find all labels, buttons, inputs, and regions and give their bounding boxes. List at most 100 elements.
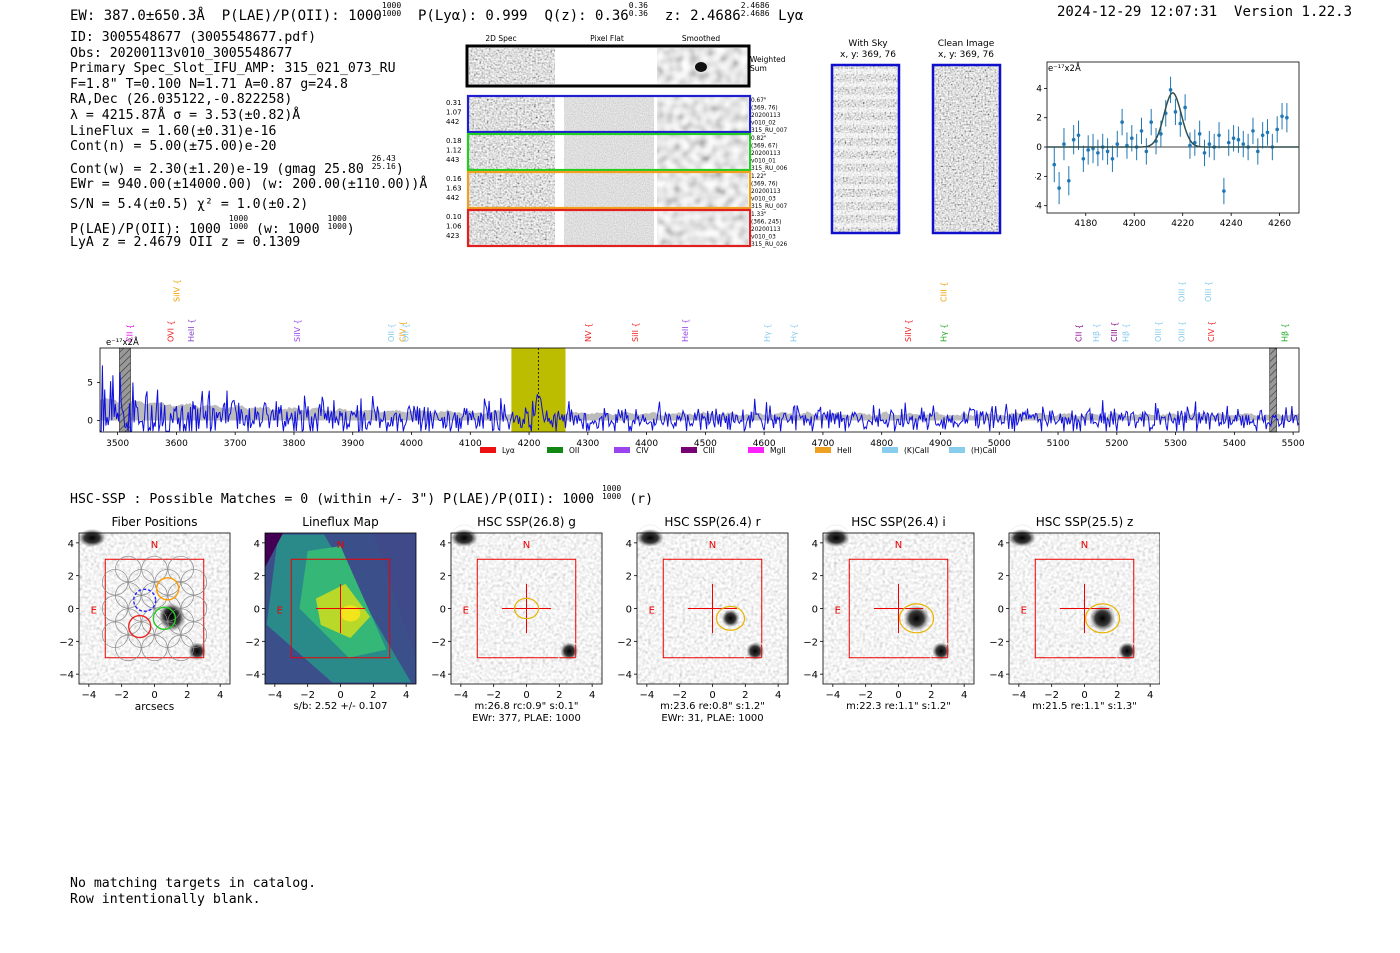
hsc-aperture xyxy=(715,605,746,631)
legend-swatch xyxy=(614,447,630,453)
row-weight: 1.63 xyxy=(446,185,462,193)
row-weight: 0.16 xyxy=(446,175,462,183)
hsc-search-box xyxy=(1034,558,1135,659)
zoom-point xyxy=(1173,110,1178,114)
hsc-target-source xyxy=(721,609,740,628)
spec-xtick-label: 4900 xyxy=(929,439,952,449)
hsc-ytick-label: 4 xyxy=(998,539,1004,550)
fiber-orange xyxy=(155,577,180,601)
spec-xtick-label: 4000 xyxy=(400,439,423,449)
hsc-neighbor-aperture xyxy=(556,639,579,663)
info-sn: S/N = 5.4(±0.5) χ² = 1.0(±0.2) xyxy=(70,196,309,212)
north-label: N xyxy=(895,540,902,551)
row-2d-image xyxy=(469,211,555,245)
row-weight: 1.06 xyxy=(446,223,462,231)
line-label: OVI { xyxy=(167,320,176,342)
qz-range: 0.36 0.36 xyxy=(628,1,648,18)
row-frame xyxy=(466,94,752,134)
row-label: (369, 67) xyxy=(751,144,778,150)
datetime: 2024-12-29 12:07:31 xyxy=(1057,4,1218,20)
spec-xtick-label: 3500 xyxy=(106,439,129,449)
line-label: SiIV { xyxy=(904,319,913,342)
hsc-xtick-label: 2 xyxy=(742,690,748,701)
version: Version 1.22.3 xyxy=(1234,4,1353,20)
spec-xtick-label: 3800 xyxy=(283,439,306,449)
hsc-neighbor-source xyxy=(560,642,579,661)
zoom-point xyxy=(1052,162,1057,167)
spec-xtick-label: 5300 xyxy=(1164,439,1187,449)
hsc-ytick-label: −4 xyxy=(803,670,818,681)
hsc-bright-source xyxy=(78,528,107,547)
legend-swatch xyxy=(547,447,563,453)
info-obs: Obs: 20200113v010_3005548677 xyxy=(70,45,293,61)
hsc-xtick-label: −2 xyxy=(486,690,501,701)
legend-swatch xyxy=(681,447,697,453)
row-frame xyxy=(466,170,752,210)
legend-label: (H)CaII xyxy=(971,446,997,455)
info-fparams: F=1.8" T=0.100 N=1.71 A=0.87 g=24.8 xyxy=(70,76,348,92)
spec-xtick-label: 4200 xyxy=(518,439,541,449)
legend-label: CIV xyxy=(636,446,649,455)
hsc-xtick-label: 0 xyxy=(1081,690,1087,701)
zoom-xtick-label: 4180 xyxy=(1074,219,1097,229)
hsc-ytick-label: 2 xyxy=(254,572,260,583)
sum-detection-blob xyxy=(695,62,707,72)
hsc-ytick-label: −2 xyxy=(431,637,446,648)
spec-axes-frame xyxy=(99,347,1300,433)
row-smoothed-image xyxy=(657,135,748,169)
hsc-panel-z: HSC SSP(25.5) z N E −4 −4 −2 −2 0 0 2 2 4 4 m:21.5 re… xyxy=(989,515,1160,712)
row-weight: 442 xyxy=(446,118,459,126)
spec-xtick-label: 5400 xyxy=(1223,439,1246,449)
row-label: 1.22" xyxy=(751,174,767,180)
hsc-note: m:21.5 re:1.1" s:1.3" xyxy=(1032,701,1137,712)
zoom-point xyxy=(1096,151,1100,155)
hsc-xtick-label: 0 xyxy=(709,690,715,701)
hsc-summary-text: HSC-SSP : Possible Matches = 0 (within +… xyxy=(70,492,595,507)
sum-2d-image xyxy=(469,48,555,84)
zoom-point xyxy=(1159,132,1163,136)
hsc-xtick-label: −4 xyxy=(267,690,282,701)
col-2d-spec: 2D Spec xyxy=(485,34,516,43)
zoom-point xyxy=(1217,133,1221,138)
hsc-ytick-label: −2 xyxy=(989,637,1004,648)
row-label: 0.67" xyxy=(751,98,767,104)
hsc-note: m:23.6 re:0.8" s:1.2" xyxy=(660,701,765,712)
zoom-point xyxy=(1193,140,1197,145)
row-label: 315_RU_006 xyxy=(751,166,788,172)
hsc-xtick-label: −4 xyxy=(453,690,468,701)
hsc-ytick-label: 0 xyxy=(68,605,74,616)
hsc-xtick-label: 4 xyxy=(589,690,595,701)
hsc-bright-source xyxy=(636,528,665,547)
hsc-xtick-label: 2 xyxy=(184,690,190,701)
legend-swatch xyxy=(882,447,898,453)
zoom-xtick-label: 4240 xyxy=(1220,219,1243,229)
zoom-point xyxy=(1105,149,1110,154)
sky-band xyxy=(832,209,899,215)
weighted-label: Weighted xyxy=(750,55,786,64)
north-label: N xyxy=(151,540,158,551)
sky-band xyxy=(832,81,899,87)
zoom-ytick-label: 0 xyxy=(1036,143,1042,153)
line-label: CII { xyxy=(125,324,134,342)
row-label: v010_01 xyxy=(751,159,776,165)
row-label: v010_03 xyxy=(751,235,776,241)
spec-xtick-label: 5000 xyxy=(988,439,1011,449)
spec-xtick-label: 5100 xyxy=(1047,439,1070,449)
line-label: CII { xyxy=(1075,324,1084,342)
fiber-circle xyxy=(167,634,194,662)
zoom-point xyxy=(1202,151,1207,155)
hsc-ytick-label: 2 xyxy=(998,572,1004,583)
spec-xtick-label: 5500 xyxy=(1282,439,1305,449)
legend-swatch xyxy=(949,447,965,453)
hsc-note: EWr: 377, PLAE: 1000 xyxy=(472,713,581,724)
line-label: OIII { xyxy=(1154,321,1163,342)
sky-band xyxy=(832,222,899,228)
hsc-ytick-label: 0 xyxy=(812,605,818,616)
zoom-xtick-label: 4260 xyxy=(1268,219,1291,229)
zoom-point xyxy=(1241,142,1246,146)
line-legend: Lyα OII CIV CIII MgII HeII (K)CaII (H)CaII xyxy=(480,446,997,455)
hsc-ytick-label: 0 xyxy=(254,605,260,616)
row-label: 20200113 xyxy=(751,189,781,195)
hsc-panel-r: HSC SSP(26.4) r N E −4 −4 −2 −2 0 0 2 2 4 4 m:23.6 re… xyxy=(617,515,789,724)
row-label: 20200113 xyxy=(751,151,781,157)
